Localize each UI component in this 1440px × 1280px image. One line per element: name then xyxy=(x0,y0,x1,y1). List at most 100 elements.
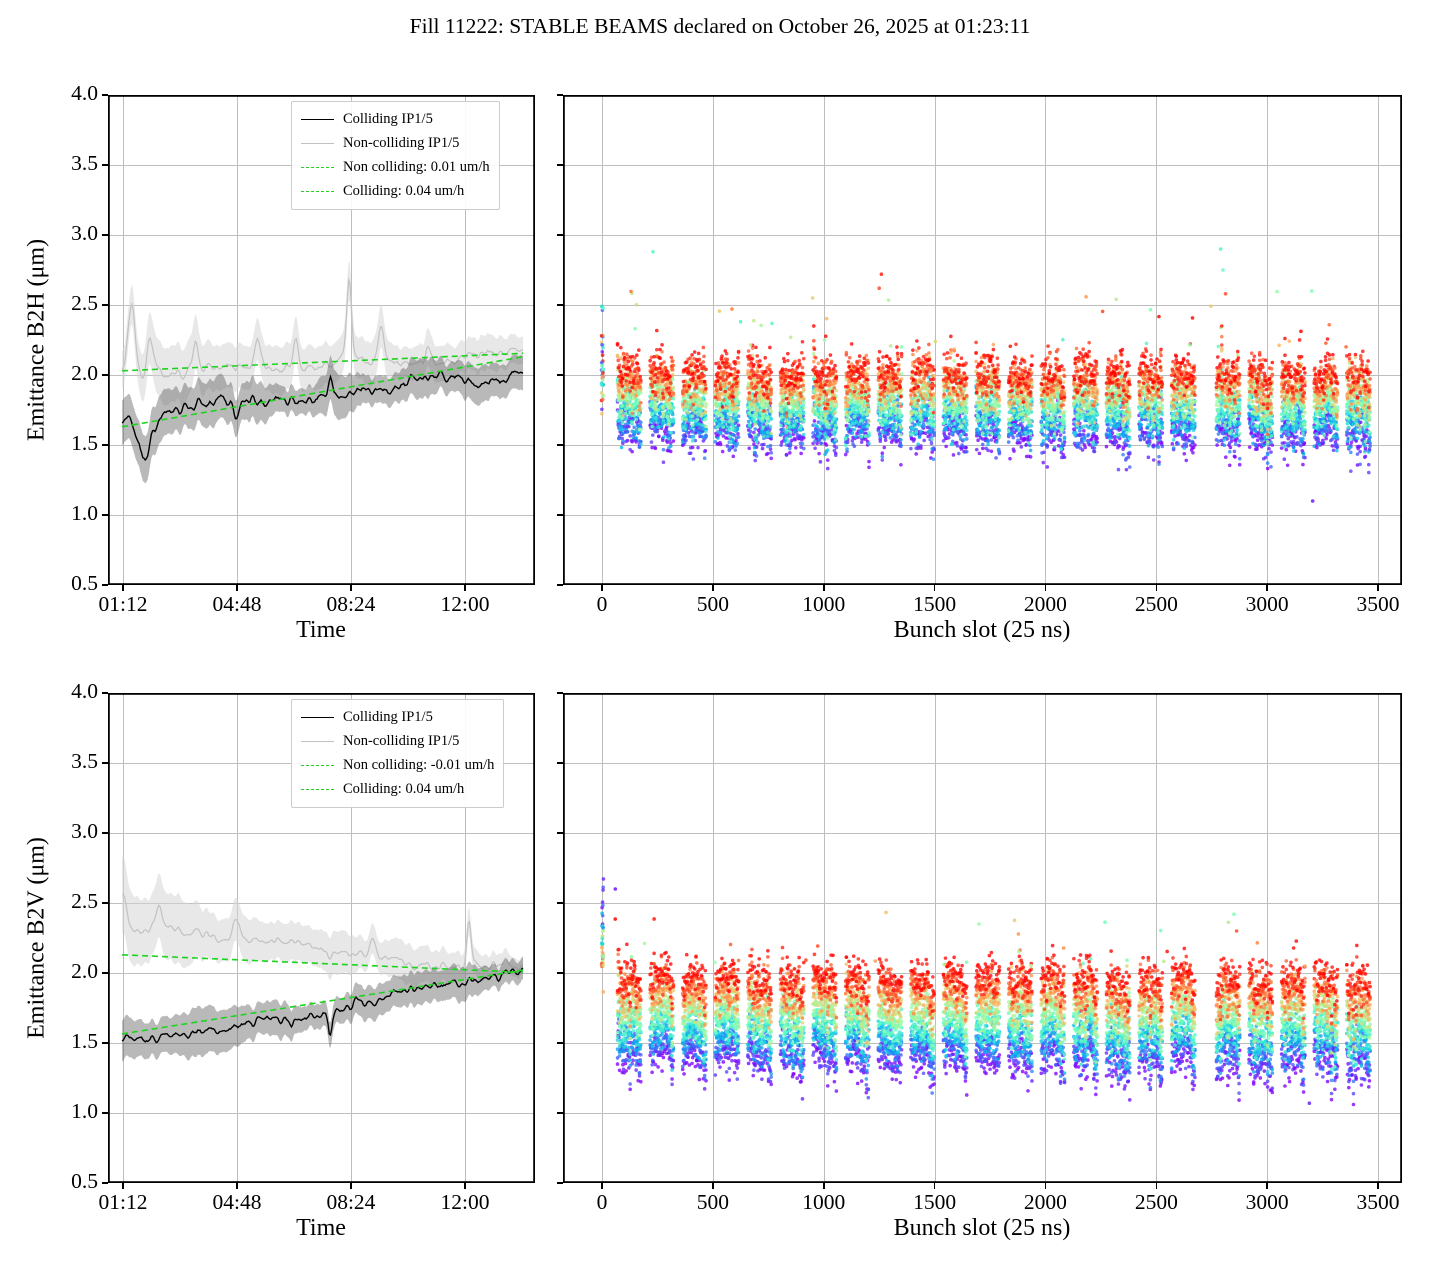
y-tick-label: 1.0 xyxy=(71,1099,98,1123)
y-tick-label: 3.0 xyxy=(71,819,98,843)
legend-label: Colliding: 0.04 um/h xyxy=(343,781,465,797)
x-axis-label-time-bottom: Time xyxy=(296,1215,346,1241)
x-tick-label: 2500 xyxy=(1134,592,1178,616)
b2h-time-legend: Colliding IP1/5 Non-colliding IP1/5 Non co… xyxy=(291,101,500,210)
x-tick-label: 1500 xyxy=(913,1190,957,1214)
legend-item: Colliding IP1/5 xyxy=(301,705,494,729)
x-tick-mark xyxy=(350,585,352,591)
y-tick-label: 3.5 xyxy=(71,749,98,773)
x-tick-label: 500 xyxy=(696,1190,729,1214)
x-tick-mark xyxy=(122,1183,124,1189)
legend-line-swatch xyxy=(301,190,334,192)
y-tick-mark xyxy=(556,1112,563,1114)
y-tick-mark xyxy=(556,902,563,904)
x-tick-mark xyxy=(712,585,714,591)
x-tick-mark xyxy=(1155,585,1158,591)
x-tick-label: 0 xyxy=(596,592,608,616)
x-tick-label: 2000 xyxy=(1023,1190,1067,1214)
y-tick-mark xyxy=(101,902,108,904)
x-tick-label: 01:12 xyxy=(98,1190,148,1214)
y-tick-label: 2.5 xyxy=(71,291,98,315)
x-tick-label: 500 xyxy=(696,592,729,616)
x-tick-label: 12:00 xyxy=(440,592,490,616)
y-tick-label: 3.5 xyxy=(71,151,98,175)
legend-item: Colliding: 0.04 um/h xyxy=(301,777,494,801)
x-tick-mark xyxy=(712,1183,714,1189)
x-axis-label-bunch-bottom: Bunch slot (25 ns) xyxy=(893,1215,1071,1241)
x-axis-label-bunch-top: Bunch slot (25 ns) xyxy=(893,617,1071,643)
y-tick-mark xyxy=(101,972,108,974)
y-tick-label: 2.5 xyxy=(71,889,98,913)
legend-item: Colliding: 0.04 um/h xyxy=(301,179,490,203)
y-tick-mark xyxy=(556,164,563,166)
x-tick-mark xyxy=(464,1183,466,1189)
y-tick-mark xyxy=(101,1112,108,1114)
y-tick-label: 3.0 xyxy=(71,221,98,245)
x-tick-label: 2000 xyxy=(1023,592,1067,616)
x-tick-mark xyxy=(601,585,603,591)
x-tick-mark xyxy=(1266,585,1268,591)
y-axis-label-b2v: Emittance B2V (μm) xyxy=(23,837,50,1039)
subplot-emittance-b2h-vs-time: Colliding IP1/5 Non-colliding IP1/5 Non co… xyxy=(108,95,535,585)
legend-label: Non-colliding IP1/5 xyxy=(343,733,460,749)
legend-item: Non colliding: 0.01 um/h xyxy=(301,155,490,179)
x-tick-mark xyxy=(1155,1183,1158,1189)
legend-line-swatch xyxy=(301,788,334,790)
legend-item: Non colliding: -0.01 um/h xyxy=(301,753,494,777)
y-tick-label: 0.5 xyxy=(71,1169,98,1193)
x-tick-label: 08:24 xyxy=(326,592,376,616)
x-tick-label: 3500 xyxy=(1356,592,1400,616)
x-tick-mark xyxy=(236,585,238,591)
y-tick-mark xyxy=(556,1182,563,1184)
x-tick-mark xyxy=(236,1183,238,1189)
x-tick-label: 12:00 xyxy=(440,1190,490,1214)
legend-label: Colliding IP1/5 xyxy=(343,709,433,725)
x-tick-mark xyxy=(822,585,825,591)
y-tick-label: 4.0 xyxy=(71,81,98,105)
x-tick-mark xyxy=(122,585,124,591)
subplot-emittance-b2v-vs-bunch-slot xyxy=(563,693,1402,1183)
y-tick-label: 1.5 xyxy=(71,431,98,455)
x-tick-label: 04:48 xyxy=(212,1190,262,1214)
y-tick-mark xyxy=(556,1042,563,1044)
x-tick-label: 04:48 xyxy=(212,592,262,616)
x-tick-mark xyxy=(350,1183,352,1189)
legend-item: Colliding IP1/5 xyxy=(301,107,490,131)
x-tick-mark xyxy=(933,585,936,591)
y-tick-mark xyxy=(101,1042,108,1044)
y-tick-mark xyxy=(101,1182,108,1184)
y-tick-mark xyxy=(101,94,108,96)
x-tick-mark xyxy=(601,1183,603,1189)
b2v-bunch-plot-canvas xyxy=(563,693,1402,1183)
y-tick-mark xyxy=(101,832,108,834)
x-tick-label: 3000 xyxy=(1245,592,1289,616)
y-tick-mark xyxy=(101,304,108,306)
x-tick-label: 3000 xyxy=(1245,1190,1289,1214)
y-tick-label: 0.5 xyxy=(71,571,98,595)
y-tick-mark xyxy=(556,514,563,516)
y-tick-label: 4.0 xyxy=(71,679,98,703)
y-tick-mark xyxy=(556,374,563,376)
b2h-bunch-plot-canvas xyxy=(563,95,1402,585)
y-tick-mark xyxy=(101,374,108,376)
y-tick-mark xyxy=(101,584,108,586)
x-tick-label: 1000 xyxy=(802,592,846,616)
y-axis-label-b2h: Emittance B2H (μm) xyxy=(23,238,50,442)
x-tick-label: 2500 xyxy=(1134,1190,1178,1214)
y-tick-label: 1.5 xyxy=(71,1029,98,1053)
x-tick-mark xyxy=(1044,1183,1047,1189)
legend-line-swatch xyxy=(301,716,334,718)
x-tick-mark xyxy=(1377,1183,1379,1189)
y-tick-mark xyxy=(101,444,108,446)
y-tick-mark xyxy=(556,304,563,306)
y-tick-mark xyxy=(101,514,108,516)
x-tick-label: 1500 xyxy=(913,592,957,616)
legend-label: Non-colliding IP1/5 xyxy=(343,135,460,151)
x-tick-mark xyxy=(1377,585,1379,591)
y-tick-mark xyxy=(556,692,563,694)
legend-line-swatch xyxy=(301,740,334,742)
y-tick-mark xyxy=(556,832,563,834)
y-tick-mark xyxy=(556,444,563,446)
x-tick-mark xyxy=(933,1183,936,1189)
subplot-emittance-b2v-vs-time: Colliding IP1/5 Non-colliding IP1/5 Non co… xyxy=(108,693,535,1183)
